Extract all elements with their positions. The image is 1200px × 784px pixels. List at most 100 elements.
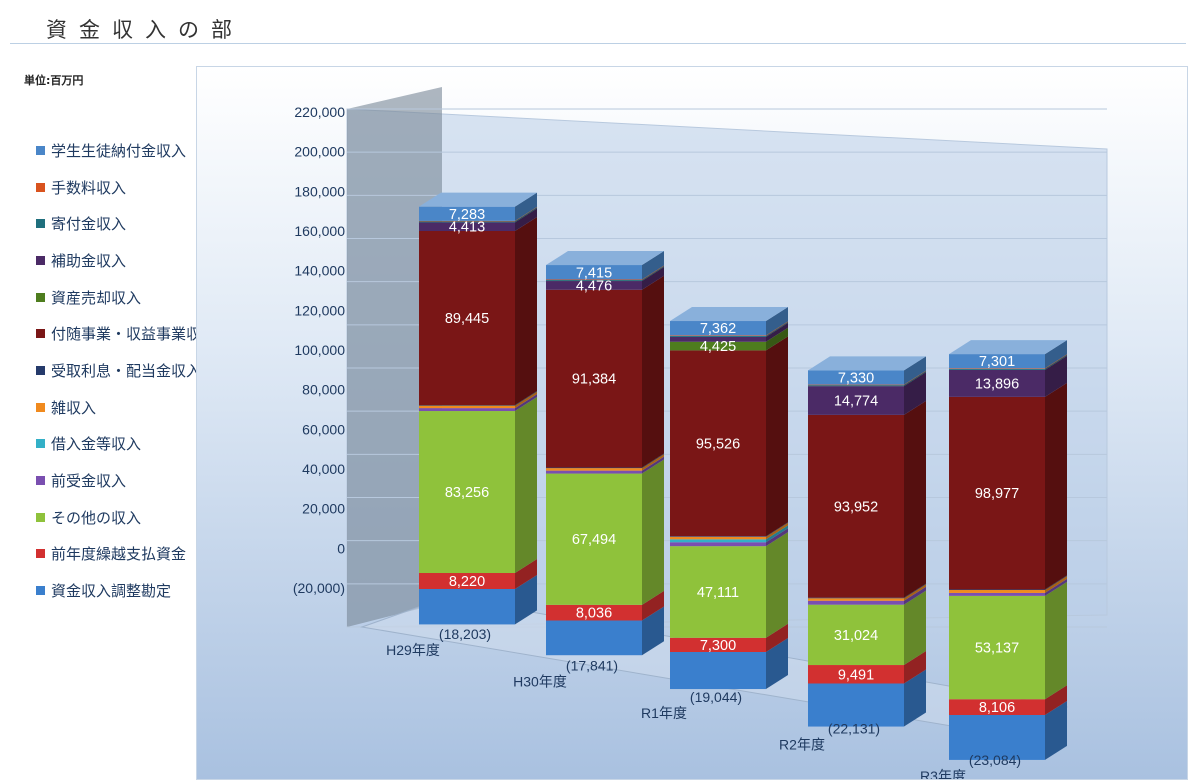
bar-segment bbox=[546, 280, 642, 282]
bar-segment-side bbox=[515, 394, 537, 412]
bar-segment-side bbox=[1045, 382, 1067, 590]
legend-item: 受取利息・配当金収入 bbox=[36, 352, 216, 389]
data-label: 7,300 bbox=[700, 638, 736, 654]
bar-segment bbox=[419, 589, 515, 625]
legend-label: 借入金等収入 bbox=[51, 435, 142, 454]
bar-stack: 9,491 31,024 93,952 14,774 7,330 (22,131)R2年度 bbox=[779, 356, 926, 753]
bar-segment bbox=[670, 321, 766, 336]
bar-segment bbox=[808, 604, 904, 666]
bar-segment-side bbox=[1045, 355, 1067, 397]
bar-segment bbox=[419, 573, 515, 589]
negative-value-label: (19,044) bbox=[690, 689, 742, 705]
data-label: 4,425 bbox=[700, 339, 736, 355]
bar-segment-side bbox=[766, 327, 788, 351]
legend-label: 前受金収入 bbox=[51, 472, 127, 491]
bar-segment-side bbox=[766, 532, 788, 638]
bar-segment bbox=[419, 206, 515, 221]
data-label: 98,977 bbox=[975, 486, 1019, 502]
data-label: 31,024 bbox=[834, 628, 878, 644]
bar-segment bbox=[949, 368, 1045, 369]
bar-segment-side bbox=[904, 584, 926, 601]
bar-segment-side bbox=[766, 522, 788, 540]
unit-label: 単位:百万円 bbox=[24, 74, 84, 87]
legend-label: 前年度繰越支払資金 bbox=[51, 545, 187, 564]
bar-segment bbox=[670, 536, 766, 537]
bar-segment bbox=[419, 221, 515, 223]
bar-segment bbox=[808, 665, 904, 684]
bar-stack: 7,300 47,111 95,526 4,425 7,362 (19,044)R1年度 bbox=[641, 307, 788, 721]
bar-segment bbox=[670, 336, 766, 342]
bar-segment-side bbox=[904, 372, 926, 415]
x-category-label: R1年度 bbox=[641, 705, 687, 721]
data-label: 7,415 bbox=[576, 265, 612, 281]
negative-value-label: (18,203) bbox=[439, 626, 491, 642]
bar-segment-side bbox=[766, 321, 788, 336]
x-category-label: R3年度 bbox=[920, 768, 966, 779]
legend-item: 借入金等収入 bbox=[36, 426, 216, 463]
bar-segment-side bbox=[642, 267, 664, 290]
bar-segment bbox=[808, 414, 904, 598]
stacked-3d-bar-chart: (20,000) 0 20,000 40,000 60,000 80,000 100,000… bbox=[293, 87, 1108, 779]
bar-segment-side bbox=[1045, 685, 1067, 715]
legend-item: 前年度繰越支払資金 bbox=[36, 536, 216, 573]
y-tick-label: 60,000 bbox=[302, 421, 345, 437]
data-label: 53,137 bbox=[975, 641, 1019, 657]
legend-swatch bbox=[36, 586, 45, 596]
bar-segment-side bbox=[1045, 575, 1067, 591]
bar-segment bbox=[808, 386, 904, 415]
bar-segment bbox=[949, 590, 1045, 593]
bar-segment-side bbox=[515, 559, 537, 589]
legend-swatch bbox=[36, 402, 45, 412]
legend-item: 資金収入調整勘定 bbox=[36, 572, 216, 609]
bar-segment bbox=[419, 408, 515, 412]
bar-segment bbox=[670, 536, 766, 540]
bar-segment-side bbox=[642, 606, 664, 656]
bar-segment bbox=[949, 589, 1045, 591]
legend-swatch bbox=[36, 219, 45, 229]
legend-label: 資金収入調整勘定 bbox=[51, 582, 172, 601]
legend-item: 雑収入 bbox=[36, 389, 216, 426]
negative-value-label: (22,131) bbox=[828, 721, 880, 737]
bar-segment bbox=[670, 335, 766, 336]
chart-side-wall bbox=[347, 87, 442, 627]
legend-swatch bbox=[36, 549, 45, 559]
data-label: 8,036 bbox=[576, 606, 612, 622]
bar-segment-side bbox=[904, 669, 926, 727]
y-tick-label: (20,000) bbox=[293, 580, 345, 596]
bar-segment bbox=[546, 265, 642, 280]
bar-segment bbox=[808, 600, 904, 605]
bar-segment-side bbox=[642, 265, 664, 281]
legend-label: 雑収入 bbox=[51, 398, 97, 417]
bar-segment-side bbox=[1045, 581, 1067, 700]
bar-segment-side bbox=[766, 307, 788, 336]
bar-segment bbox=[670, 652, 766, 690]
bar-segment-side bbox=[766, 336, 788, 537]
x-category-label: H29年度 bbox=[386, 642, 440, 658]
bar-segment-side bbox=[1045, 701, 1067, 760]
bar-segment bbox=[808, 370, 904, 385]
bar-segment-side bbox=[904, 651, 926, 684]
y-tick-label: 120,000 bbox=[294, 302, 345, 318]
legend-label: 付随事業・収益事業収入 bbox=[51, 325, 217, 344]
bar-segment-side bbox=[766, 322, 788, 342]
data-label: 8,106 bbox=[979, 700, 1015, 716]
data-label: 13,896 bbox=[975, 376, 1019, 392]
data-label: 47,111 bbox=[697, 585, 739, 601]
data-label: 4,476 bbox=[576, 278, 612, 294]
title-divider bbox=[10, 43, 1186, 44]
legend-item: 補助金収入 bbox=[36, 242, 216, 279]
bar-segment-side bbox=[515, 192, 537, 221]
bar-segment bbox=[419, 405, 515, 409]
chart-plot-area: (20,000) 0 20,000 40,000 60,000 80,000 100,000… bbox=[196, 66, 1188, 780]
bar-segment-side bbox=[515, 575, 537, 625]
bar-segment bbox=[419, 405, 515, 406]
legend-swatch bbox=[36, 182, 45, 192]
bar-segment bbox=[949, 369, 1045, 397]
bar-top-face bbox=[808, 356, 926, 371]
bar-segment-side bbox=[766, 525, 788, 543]
bar-segment bbox=[419, 222, 515, 231]
legend-swatch bbox=[36, 512, 45, 522]
bar-segment-side bbox=[1045, 354, 1067, 369]
bar-segment bbox=[670, 335, 766, 337]
